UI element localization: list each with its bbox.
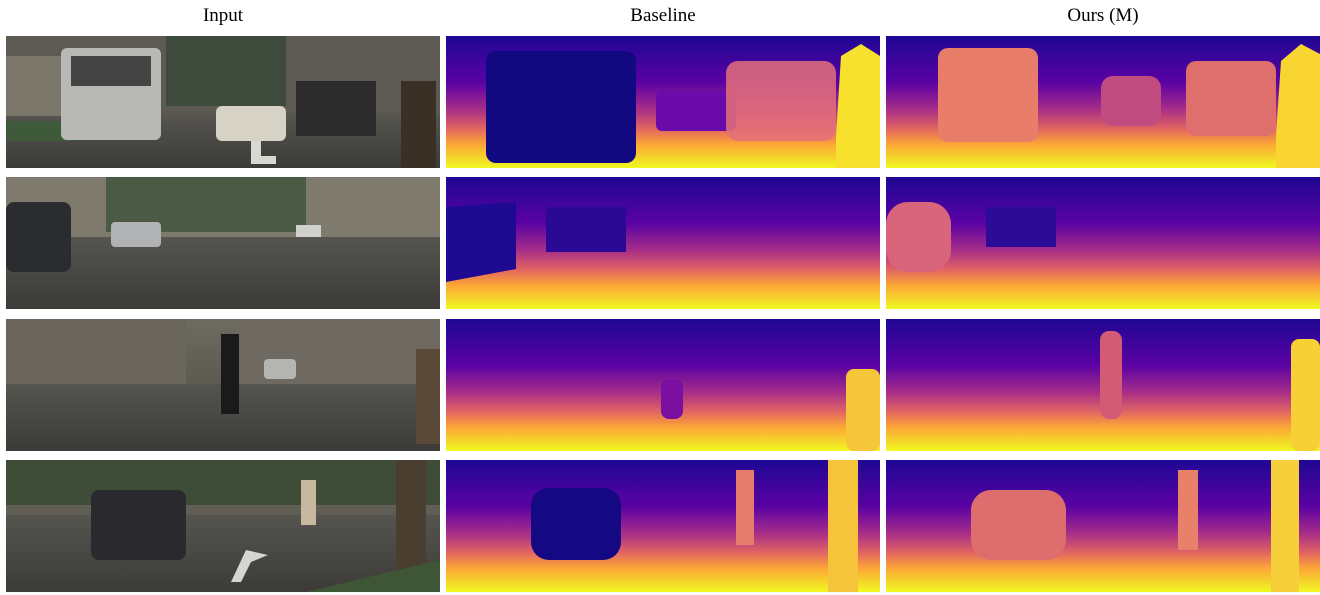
baseline-depth-row-3 bbox=[446, 319, 880, 451]
baseline-depth-row-4 bbox=[446, 460, 880, 592]
ours-depth-row-2 bbox=[886, 177, 1320, 309]
input-image-row-4 bbox=[6, 460, 440, 592]
ours-depth-row-1 bbox=[886, 36, 1320, 168]
ours-depth-row-4 bbox=[886, 460, 1320, 592]
column-header-ours: Ours (M) bbox=[1067, 5, 1139, 26]
ours-depth-row-3 bbox=[886, 319, 1320, 451]
input-image-row-3 bbox=[6, 319, 440, 451]
baseline-depth-row-2 bbox=[446, 177, 880, 309]
column-header-input: Input bbox=[202, 5, 244, 26]
input-image-row-1 bbox=[6, 36, 440, 168]
column-header-baseline: Baseline bbox=[630, 5, 696, 26]
baseline-depth-row-1 bbox=[446, 36, 880, 168]
input-image-row-2 bbox=[6, 177, 440, 309]
